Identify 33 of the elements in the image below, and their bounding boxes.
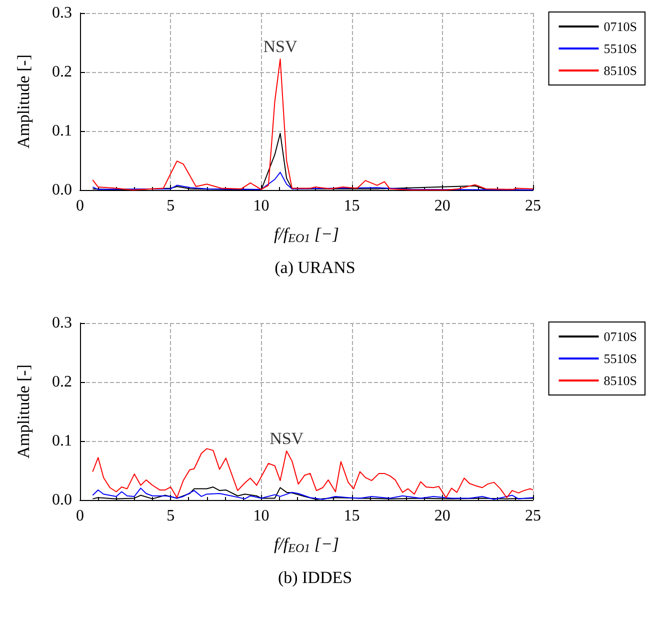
x-tick-label: 20	[434, 198, 450, 214]
text: (b) IDDES	[278, 568, 352, 587]
x-tick-label: 15	[344, 508, 360, 524]
x-tick-label: 25	[525, 198, 541, 214]
x-tick-label: 0	[76, 198, 84, 214]
y-tick-label: 0.3	[52, 4, 72, 22]
y-tick-label: 0.1	[52, 122, 72, 140]
y-tick-label: 0.3	[52, 314, 72, 332]
legend-label: 8510S	[604, 63, 638, 78]
x-tick-label: 10	[253, 198, 270, 214]
line-series	[92, 172, 534, 190]
y-axis-title: Amplitude [-]	[14, 54, 33, 148]
x-tick-label: 10	[253, 508, 270, 524]
y-tick-label: 0.0	[52, 492, 72, 508]
text: (a) URANS	[274, 258, 356, 277]
x-tick-label: 5	[166, 508, 175, 524]
legend-label: 8510S	[604, 373, 638, 388]
x-tick-label: 20	[434, 508, 450, 524]
y-tick-label: 0.2	[52, 64, 72, 80]
y-axis-title: Amplitude [-]	[14, 364, 33, 458]
x-tick-label: 25	[525, 508, 541, 524]
y-tick-label: 0.2	[52, 374, 72, 390]
annotation: NSV	[263, 37, 298, 56]
y-tick-label: 0.0	[52, 182, 72, 198]
legend-label: 5510S	[604, 351, 638, 366]
y-tick-label: 0.1	[52, 432, 72, 450]
annotation: NSV	[270, 429, 304, 448]
legend-label: 5510S	[604, 41, 638, 56]
legend-label: 0710S	[604, 19, 638, 34]
x-tick-label: 5	[166, 198, 175, 214]
legend-label: 0710S	[604, 329, 638, 344]
x-tick-label: 15	[344, 198, 360, 214]
x-tick-label: 0	[76, 508, 84, 524]
